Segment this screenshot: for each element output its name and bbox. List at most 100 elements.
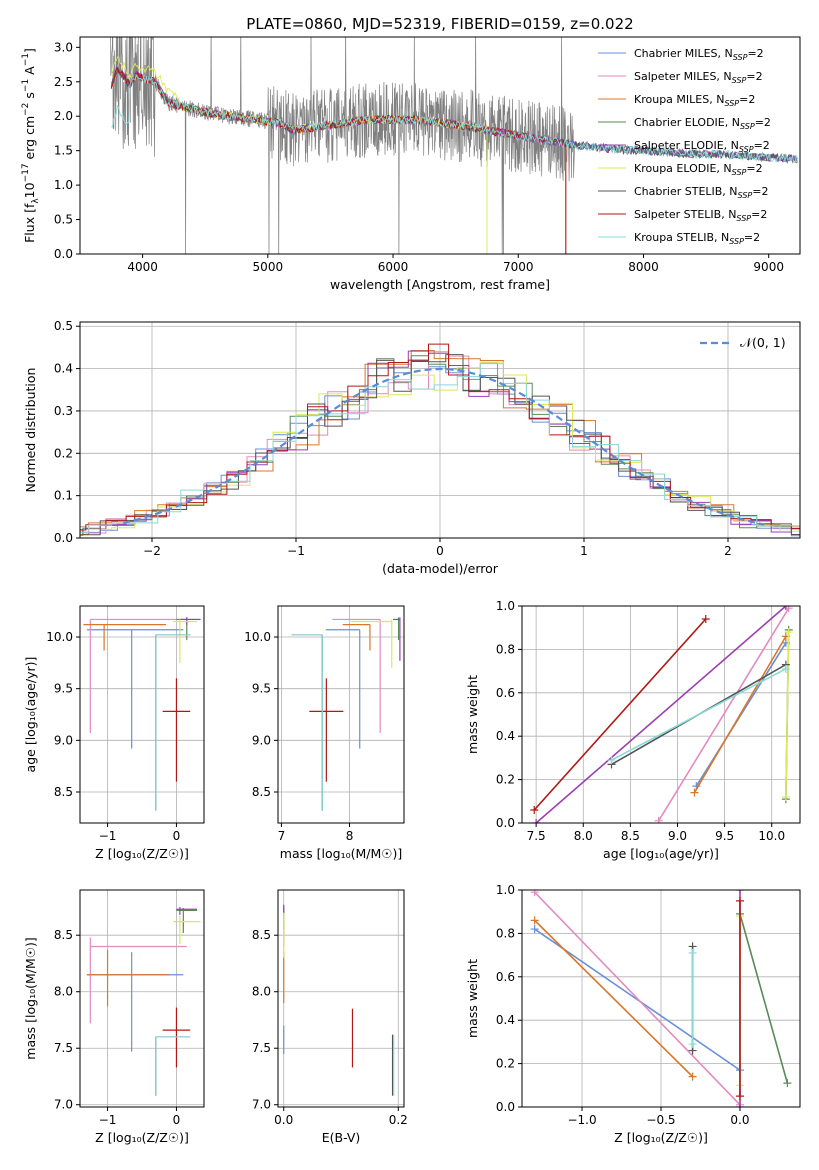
- x-axis-label: Z [log₁₀(Z/Z☉)]: [614, 1130, 708, 1145]
- weight-marker: [607, 756, 616, 765]
- legend-model: Chabrier STELIB, N: [634, 185, 738, 198]
- weight-line-9: [611, 668, 787, 761]
- y-tick-label: 10.0: [46, 630, 73, 644]
- panel-residuals: −2 −1 0 1 2 0.0 0.1 0.2 0.3 0.4 0.5 (data-model)/er…: [23, 319, 801, 576]
- plot-area: [80, 322, 800, 538]
- legend-label: Chabrier MILES, NSSP=2: [634, 47, 764, 62]
- panel-spectrum: PLATE=0860, MJD=52319, FIBERID=0159, z=0…: [21, 15, 801, 292]
- weight-marker: [688, 1072, 697, 1081]
- weight-marker: [735, 896, 744, 905]
- y-tick-label: 0.6: [496, 686, 515, 700]
- x-axis-label: Z [log₁₀(Z/Z☉)]: [95, 846, 189, 861]
- x-tick-label: 9000: [753, 260, 784, 274]
- panel-age_vs_Z: −1 0 8.5 9.0 9.5 10.0 Z [log₁₀(Z/Z☉)] age [log₁…: [23, 605, 205, 861]
- panel-age_vs_mass: 7 8 8.5 9.0 9.5 10.0 mass [log₁₀(M/M☉)]: [244, 605, 405, 861]
- x-axis-label: E(B-V): [322, 1130, 361, 1145]
- y-axis-label: Normed distribution: [23, 368, 38, 493]
- x-tick-label: 8000: [628, 260, 659, 274]
- legend-model: Kroupa ELODIE, N: [634, 162, 732, 175]
- legend-label: Chabrier ELODIE, NSSP=2: [634, 116, 771, 131]
- y-axis-label-part: ]: [22, 48, 37, 53]
- model-spectrum-6: [110, 56, 488, 254]
- y-axis-label: mass weight: [465, 675, 480, 754]
- residual-histogram-7: [80, 354, 800, 536]
- x-tick-label: −0.5: [646, 1113, 675, 1127]
- y-tick-label: 0.0: [496, 1100, 515, 1114]
- legend-suffix: =2: [755, 116, 771, 129]
- legend-model: Salpeter ELODIE, N: [634, 139, 739, 152]
- y-tick-label: 8.5: [252, 928, 271, 942]
- x-tick-label: 1: [580, 544, 588, 558]
- x-axis-label: age [log₁₀(age/yr)]: [603, 846, 719, 861]
- x-tick-label: 8.0: [574, 829, 593, 843]
- x-tick-label: 7000: [503, 260, 534, 274]
- weight-line-1: [695, 642, 787, 787]
- y-tick-label: 0.5: [54, 319, 73, 333]
- weight-marker: [784, 628, 793, 637]
- y-tick-label: 0.0: [54, 531, 73, 545]
- legend-model: Salpeter MILES, N: [634, 70, 732, 83]
- weight-marker: [735, 1092, 744, 1101]
- panel-weight_vs_age: 7.5 8.0 8.5 9.0 9.5 10.0 0.0 0.2 0.4 0.6 0.8 1.0 age…: [465, 599, 801, 861]
- x-tick-label: 0: [173, 1113, 181, 1127]
- y-tick-label: 8.5: [54, 785, 73, 799]
- x-tick-label: 0.0: [730, 1113, 749, 1127]
- legend-suffix: =2: [751, 208, 767, 221]
- panel-mass_vs_Z: −1 0 7.0 7.5 8.0 8.5 Z [log₁₀(Z/Z☉)] mass [log₁…: [23, 889, 205, 1145]
- y-tick-label: 7.5: [54, 1041, 73, 1055]
- y-tick-label: 7.0: [54, 1098, 73, 1112]
- axes-frame: [79, 889, 205, 1108]
- y-axis-label: age [log₁₀(age/yr)]: [23, 657, 38, 773]
- x-tick-label: 7.5: [527, 829, 546, 843]
- y-tick-label: 9.0: [54, 733, 73, 747]
- plot-area: [80, 606, 204, 823]
- y-axis-label-part: −17: [21, 163, 31, 182]
- x-tick-label: 0.0: [274, 1113, 293, 1127]
- x-tick-label: 9.5: [715, 829, 734, 843]
- axes-frame: [277, 889, 405, 1108]
- y-tick-label: 0.4: [54, 362, 73, 376]
- y-tick-label: 0.5: [54, 213, 73, 227]
- y-tick-label: 7.5: [252, 1041, 271, 1055]
- y-tick-label: 0.0: [496, 816, 515, 830]
- legend-suffix: =2: [747, 47, 763, 60]
- axes-frame: [521, 605, 801, 824]
- weight-marker: [530, 916, 539, 925]
- weight-marker: [781, 606, 790, 610]
- y-tick-label: 2.5: [54, 75, 73, 89]
- normal-reference-curve: [122, 367, 765, 526]
- x-tick-label: 8: [346, 829, 354, 843]
- y-tick-label: 3.0: [54, 40, 73, 54]
- legend-model: Kroupa STELIB, N: [634, 231, 729, 244]
- plot-area: [278, 890, 404, 1107]
- weight-marker: [783, 1079, 792, 1088]
- legend-sub: SSP: [732, 168, 747, 177]
- x-tick-label: −1: [287, 544, 305, 558]
- legend-suffix: =2: [754, 139, 770, 152]
- observed-spectrum: [110, 37, 798, 254]
- plot-area: [80, 890, 204, 1107]
- x-axis-label: Z [log₁₀(Z/Z☉)]: [95, 1130, 189, 1145]
- legend-model: Kroupa MILES, N: [634, 93, 724, 106]
- legend-sub: SSP: [738, 191, 753, 200]
- legend-sub: SSP: [739, 145, 754, 154]
- y-tick-label: 0.1: [54, 489, 73, 503]
- y-tick-label: 8.5: [54, 928, 73, 942]
- weight-line-3: [693, 635, 787, 794]
- x-tick-label: 9.0: [668, 829, 687, 843]
- y-axis-label-part: Flux [f: [22, 203, 37, 243]
- x-tick-label: −1: [99, 1113, 117, 1127]
- x-tick-label: −1: [99, 829, 117, 843]
- legend-suffix: =2: [744, 231, 760, 244]
- y-tick-label: 0.0: [54, 247, 73, 261]
- legend-label: Kroupa ELODIE, NSSP=2: [634, 162, 763, 177]
- weight-line-6: [785, 632, 790, 797]
- legend-model: Chabrier MILES, N: [634, 47, 733, 60]
- legend-sub: SSP: [736, 214, 751, 223]
- weight-marker: [781, 792, 790, 801]
- legend-label: Chabrier STELIB, NSSP=2: [634, 185, 768, 200]
- weight-marker: [530, 890, 539, 897]
- y-tick-label: 10.0: [244, 630, 271, 644]
